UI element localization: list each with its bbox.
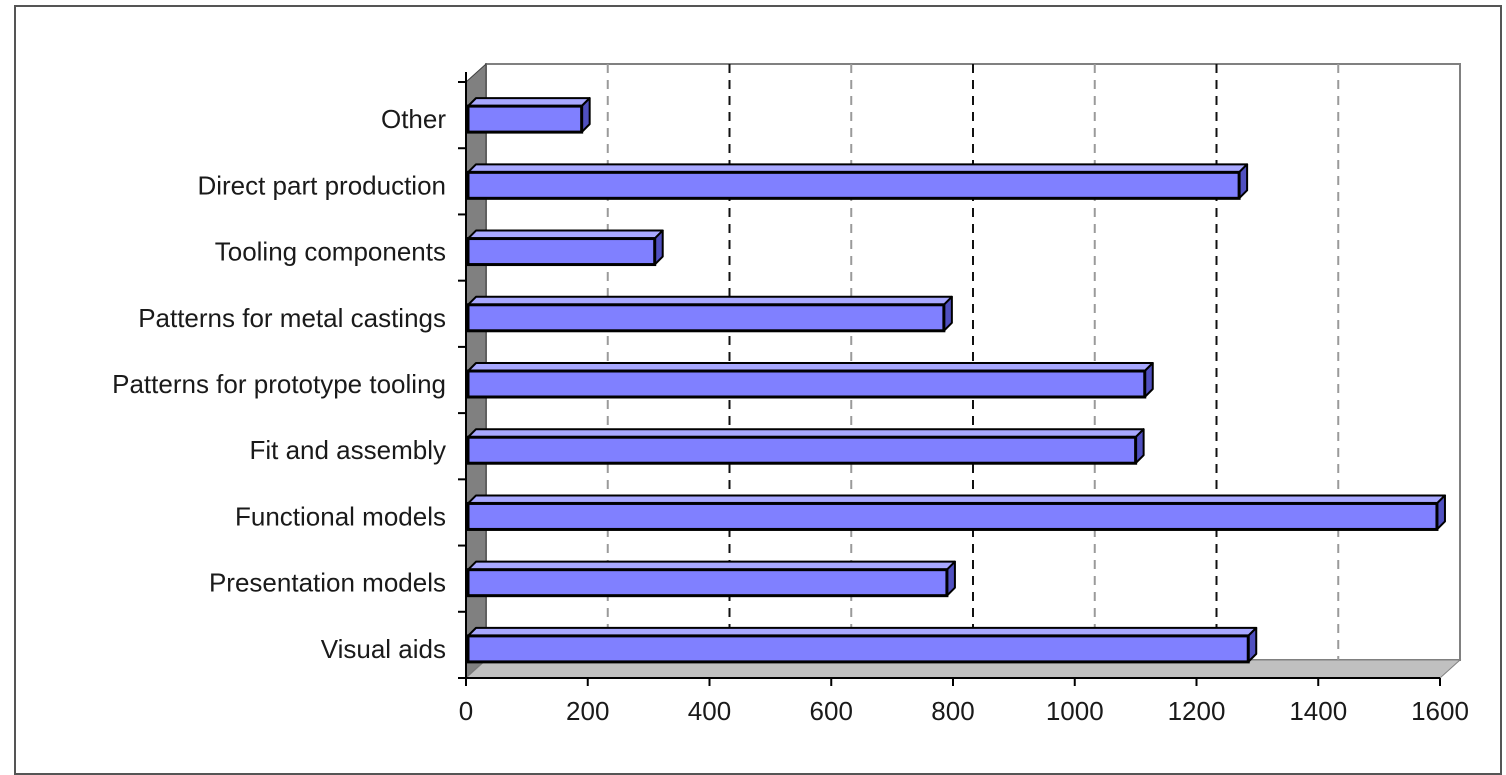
x-tick-label: 200 [566,696,609,726]
bar [466,428,1145,465]
bar-front-face [466,568,949,598]
category-label: Direct part production [197,170,446,200]
y-axis: Other Direct part production Tooling compo… [112,72,467,679]
category-label: Patterns for metal castings [138,303,446,333]
bar [466,229,664,267]
bar-front-face [466,634,1250,664]
bar [466,626,1258,664]
category-label: Presentation models [209,568,446,598]
category-label: Fit and assembly [249,435,446,465]
x-axis: 0 200 400 600 800 1000 1200 1400 1600 [459,677,1469,726]
x-tick-label: 600 [810,696,853,726]
category-label: Other [381,104,446,134]
bar-front-face [466,501,1439,531]
x-tick-label: 1400 [1289,696,1347,726]
x-tick-label: 1600 [1411,696,1469,726]
bar-front-face [466,237,657,267]
bar [466,560,956,598]
bar [466,362,1154,399]
bar-front-face [466,104,584,134]
x-tick-label: 1000 [1046,696,1104,726]
category-label: Functional models [235,501,446,531]
bar-front-face [466,369,1147,399]
bar [466,295,953,333]
bar [466,97,591,134]
bar [466,494,1446,531]
x-tick-label: 1200 [1168,696,1226,726]
category-label: Visual aids [321,634,446,664]
bar [466,163,1249,200]
bar-front-face [466,435,1138,465]
x-tick-label: 800 [931,696,974,726]
category-label: Patterns for prototype tooling [112,369,446,399]
bar-front-face [466,303,946,333]
bar-front-face [466,170,1241,200]
bars [466,97,1446,664]
x-tick-label: 0 [459,696,473,726]
category-label: Tooling components [215,237,446,267]
x-tick-label: 400 [688,696,731,726]
